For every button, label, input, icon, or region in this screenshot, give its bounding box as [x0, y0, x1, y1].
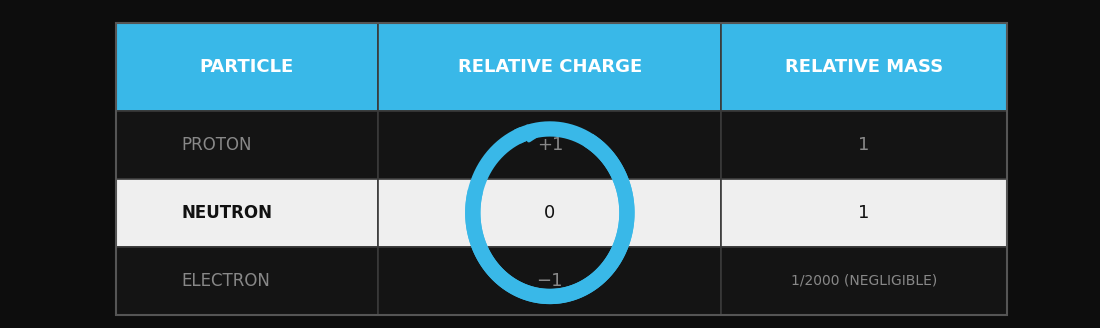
Bar — [378, 179, 722, 247]
Bar — [116, 247, 378, 315]
Text: NEUTRON: NEUTRON — [182, 204, 272, 222]
Text: 1/2000 (NEGLIGIBLE): 1/2000 (NEGLIGIBLE) — [791, 274, 937, 288]
Bar — [722, 179, 1006, 247]
Text: +1: +1 — [537, 135, 563, 154]
Text: ELECTRON: ELECTRON — [182, 272, 271, 290]
Text: 1: 1 — [858, 135, 870, 154]
Bar — [116, 111, 378, 179]
Text: RELATIVE MASS: RELATIVE MASS — [784, 58, 943, 76]
Bar — [116, 23, 1007, 315]
Bar — [722, 23, 1006, 111]
Text: 0: 0 — [544, 204, 556, 222]
Bar — [116, 23, 378, 111]
Bar — [378, 111, 722, 179]
Bar — [722, 111, 1006, 179]
Text: −1: −1 — [537, 272, 563, 290]
Bar — [378, 247, 722, 315]
Text: PARTICLE: PARTICLE — [200, 58, 294, 76]
Text: 1: 1 — [858, 204, 870, 222]
Text: PROTON: PROTON — [182, 135, 252, 154]
Text: RELATIVE CHARGE: RELATIVE CHARGE — [458, 58, 642, 76]
Bar — [378, 23, 722, 111]
Bar — [722, 247, 1006, 315]
Bar — [116, 179, 378, 247]
